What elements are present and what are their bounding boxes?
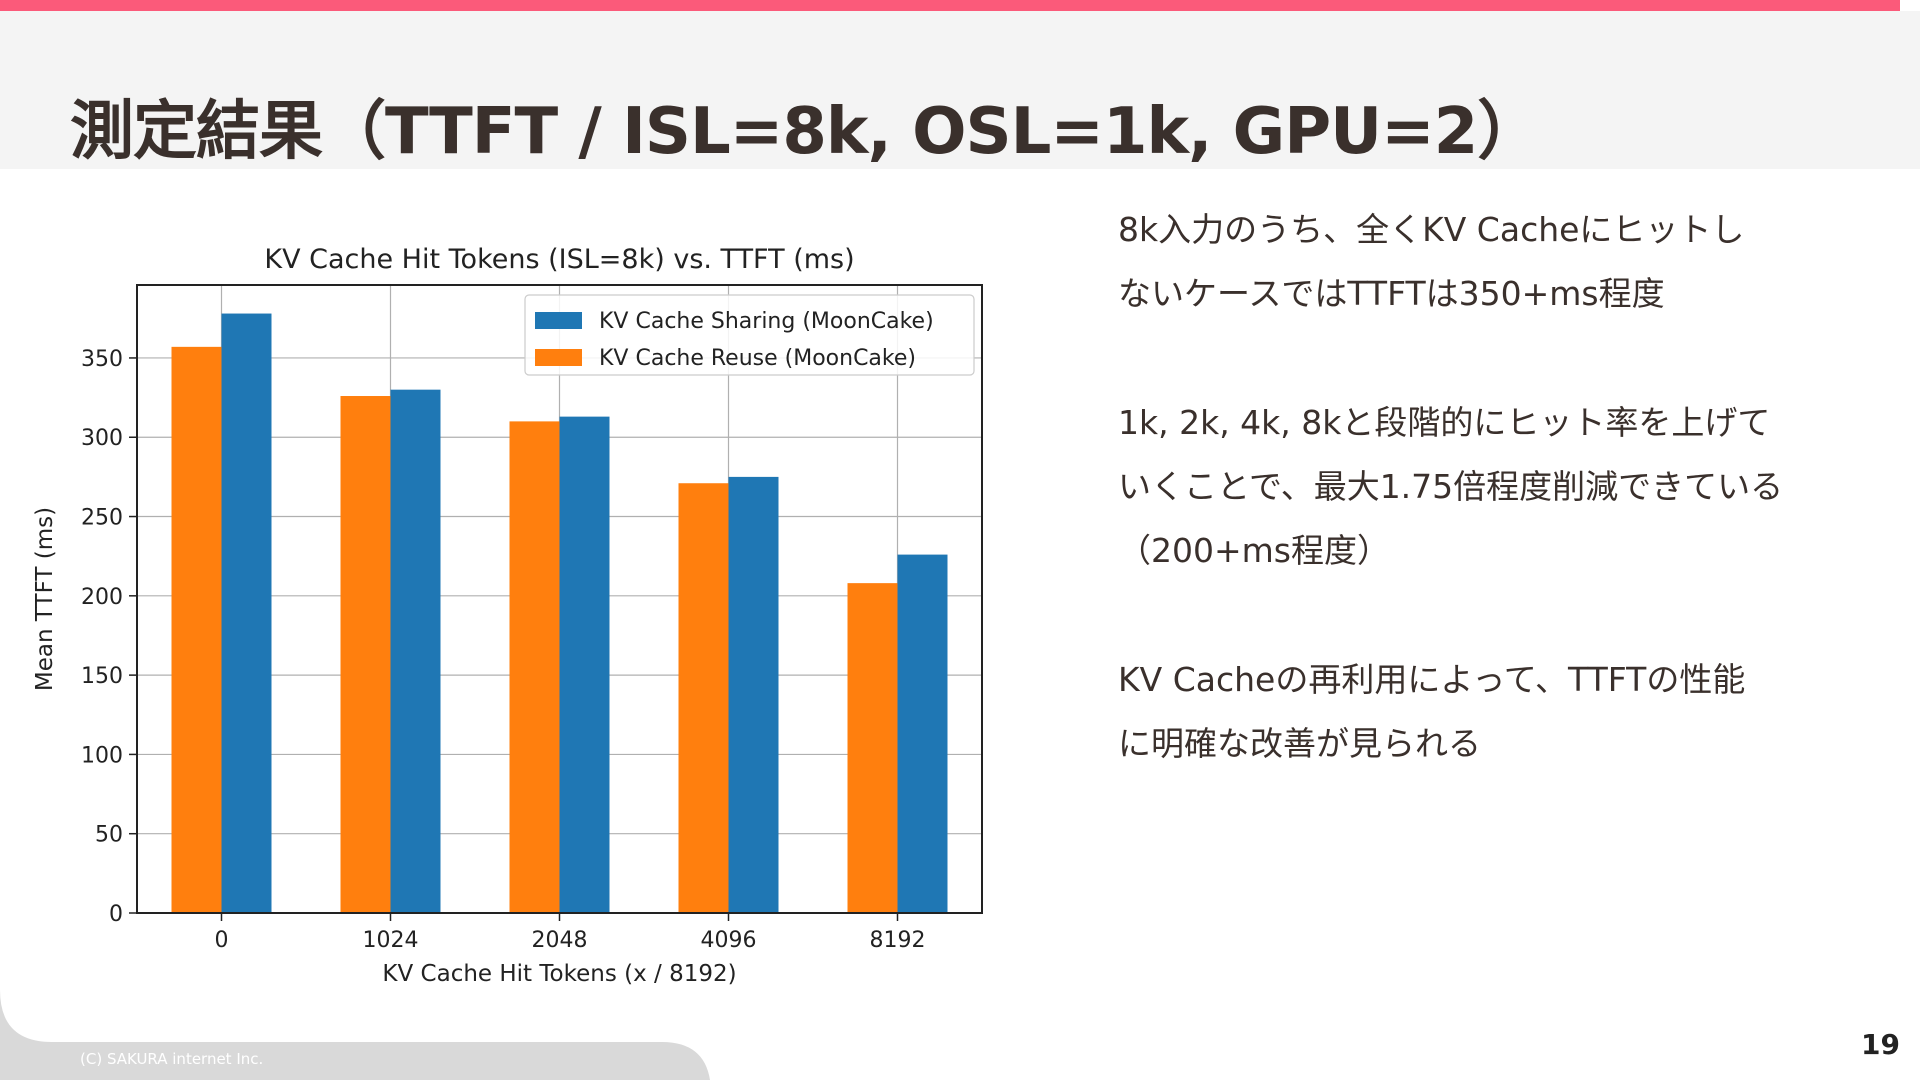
x-tick-label: 0 — [215, 928, 229, 953]
legend-label: KV Cache Reuse (MoonCake) — [599, 346, 916, 371]
x-tick-label: 1024 — [363, 928, 419, 953]
chart: 0 50 100 150 200 250 300 350 0 1024 2048 4096 8192 K… — [30, 228, 1010, 998]
y-tick-label: 100 — [81, 743, 123, 768]
y-tick-label: 50 — [95, 823, 123, 848]
x-axis-label: KV Cache Hit Tokens (x / 8192) — [382, 961, 736, 987]
legend-label: KV Cache Sharing (MoonCake) — [599, 309, 934, 334]
chart-bars — [171, 313, 948, 913]
bar-reuse — [847, 583, 898, 913]
bar-reuse — [678, 483, 729, 913]
y-tick-label: 250 — [81, 506, 123, 531]
bar-sharing — [221, 313, 272, 913]
y-tick-label: 350 — [81, 347, 123, 372]
legend-box — [524, 294, 975, 376]
x-tick-label: 4096 — [701, 928, 757, 953]
page-number: 19 — [1861, 1028, 1900, 1061]
y-axis-label: Mean TTFT (ms) — [32, 507, 58, 691]
bar-chart: 0 50 100 150 200 250 300 350 0 1024 2048 4096 8192 K… — [32, 244, 983, 987]
y-tick-label: 300 — [81, 426, 123, 451]
y-tick-label: 200 — [81, 585, 123, 610]
slide-title: 測定結果（TTFT / ISL=8k, OSL=1k, GPU=2） — [70, 95, 1541, 169]
bar-reuse — [171, 346, 222, 913]
chart-legend: KV Cache Sharing (MoonCake) KV Cache Reus… — [524, 294, 975, 376]
paragraph-2: 1k, 2k, 4k, 8kと段階的にヒット率を上げて いくことで、最大1.75… — [1118, 403, 1784, 570]
x-tick-label: 8192 — [870, 928, 926, 953]
footer-shape — [0, 990, 710, 1080]
bar-sharing — [728, 476, 779, 913]
x-tick-label: 2048 — [532, 928, 588, 953]
accent-top-bar — [0, 0, 1900, 11]
bar-sharing — [390, 389, 441, 913]
chart-title: KV Cache Hit Tokens (ISL=8k) vs. TTFT (m… — [264, 244, 854, 275]
copyright-text: (C) SAKURA internet Inc. — [80, 1050, 264, 1068]
body-text: 8k入力のうち、全くKV Cacheにヒットし ないケースではTTFTは350+… — [1118, 198, 1878, 841]
bar-sharing — [559, 416, 610, 913]
legend-swatch — [535, 312, 582, 329]
bar-reuse — [509, 421, 560, 913]
paragraph-1: 8k入力のうち、全くKV Cacheにヒットし ないケースではTTFTは350+… — [1118, 210, 1745, 313]
header-band — [0, 11, 1920, 169]
y-tick-label: 0 — [109, 902, 123, 927]
legend-swatch — [535, 349, 582, 366]
y-tick-label: 150 — [81, 664, 123, 689]
chart-ticks: 0 50 100 150 200 250 300 350 0 1024 2048 4096 8192 — [81, 347, 926, 953]
bar-sharing — [897, 554, 948, 913]
bar-reuse — [340, 396, 391, 913]
paragraph-3: KV Cacheの再利用によって、TTFTの性能 に明確な改善が見られる — [1118, 660, 1746, 763]
